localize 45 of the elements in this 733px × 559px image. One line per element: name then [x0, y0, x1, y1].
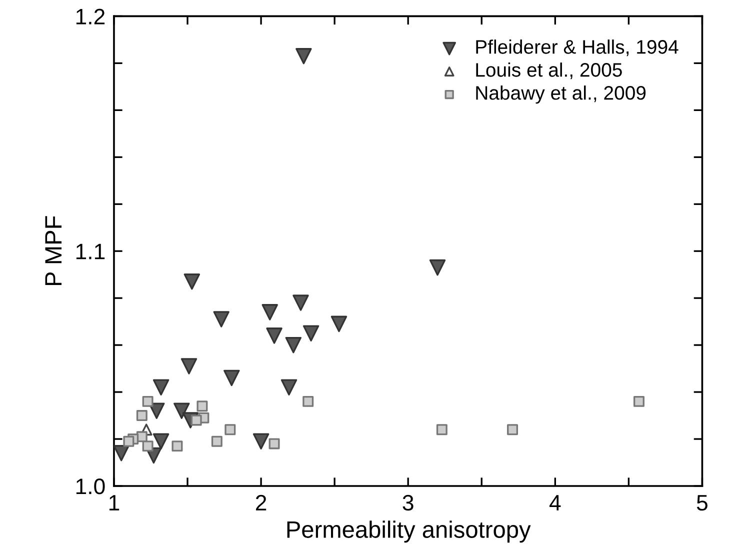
- y-tick-label: 1.2: [76, 8, 105, 24]
- point: [296, 48, 312, 64]
- x-axis-title: Permeability anisotropy: [287, 520, 531, 543]
- y-axis-title: P MPF: [45, 216, 62, 286]
- point: [152, 379, 170, 396]
- point: [266, 328, 282, 344]
- point: [262, 304, 278, 320]
- point: [184, 274, 200, 290]
- point: [224, 424, 236, 436]
- point: [224, 370, 240, 386]
- point: [633, 396, 644, 407]
- point: [123, 436, 134, 447]
- x-tick-label: 4: [549, 495, 561, 510]
- point: [252, 433, 270, 450]
- point: [268, 438, 280, 450]
- point: [152, 433, 170, 450]
- x-tick-label: 2: [256, 494, 266, 510]
- x-tick-label: 5: [696, 495, 708, 511]
- point: [190, 414, 202, 426]
- point: [285, 336, 302, 354]
- point: [330, 316, 348, 332]
- point: [174, 402, 190, 419]
- legend-label: Louis et al., 2005: [476, 62, 622, 80]
- point: [507, 424, 518, 436]
- point: [196, 400, 208, 412]
- point: [213, 311, 230, 328]
- point: [172, 440, 183, 452]
- point: [302, 396, 314, 407]
- legend-label: Nabawy et al., 2009: [476, 86, 646, 104]
- legend-label: Pfleiderer & Halls, 1994: [476, 40, 678, 56]
- x-tick-label: 3: [402, 494, 414, 511]
- x-tick-label: 1: [109, 495, 120, 510]
- point: [142, 396, 154, 407]
- y-tick-label: 1.1: [76, 244, 105, 260]
- point: [292, 294, 309, 311]
- point: [280, 379, 298, 396]
- y-tick-label: 1.0: [76, 478, 105, 494]
- point: [302, 325, 320, 342]
- point: [142, 440, 154, 452]
- point: [436, 424, 448, 436]
- point: [429, 259, 446, 276]
- point: [211, 436, 222, 447]
- point: [180, 358, 198, 374]
- point: [136, 410, 148, 422]
- point: [114, 444, 130, 462]
